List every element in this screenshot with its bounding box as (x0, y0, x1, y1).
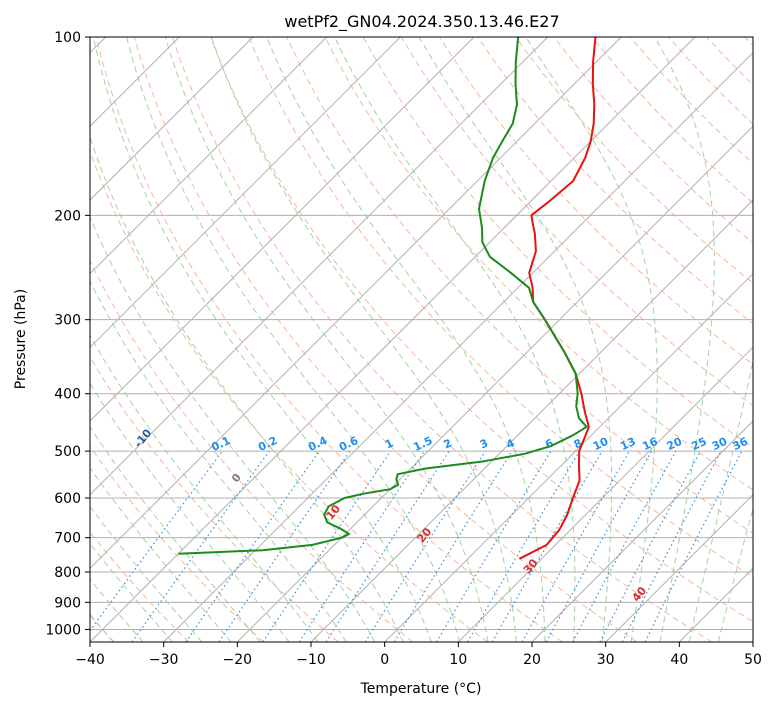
moist-adiabat-line (655, 37, 715, 642)
isotherm-line (0, 37, 327, 642)
moist-adiabat-line (93, 37, 431, 642)
isotherm-line (0, 37, 400, 642)
isotherm-line (753, 37, 775, 642)
mixing-ratio-line (645, 451, 742, 642)
dry-adiabat-line (707, 37, 775, 642)
y-tick-label: 100 (54, 30, 81, 46)
mixing-ratio-line (600, 451, 701, 642)
mixing-ratio-line (82, 451, 223, 642)
mixing-ratio-line (573, 451, 676, 642)
y-tick-label: 500 (54, 444, 81, 460)
moist-adiabat-line (419, 37, 612, 642)
dry-adiabat-line (478, 37, 775, 642)
y-tick-label: 300 (54, 313, 81, 329)
mixing-ratio-line (299, 451, 424, 642)
moist-adiabat-line (0, 37, 318, 642)
dry-adiabat-line (516, 37, 775, 642)
dry-adiabat-line (134, 37, 637, 642)
isotherm-line (458, 37, 775, 642)
dry-adiabat-line (96, 37, 562, 642)
x-tick-label: 40 (670, 652, 688, 668)
isotherm-line (237, 37, 775, 642)
dry-adiabat-line (58, 37, 488, 642)
isotherm-line (606, 37, 775, 642)
mixing-ratio-label: 30 (710, 435, 730, 453)
x-tick-label: −10 (296, 652, 326, 668)
x-tick-label: 10 (449, 652, 467, 668)
y-tick-label: 200 (54, 208, 81, 224)
mixing-ratio-label: 25 (689, 435, 708, 453)
mixing-ratio-line (263, 451, 391, 642)
x-tick-label: 30 (597, 652, 615, 668)
isotherm-line (679, 37, 775, 642)
x-tick-label: 20 (523, 652, 541, 668)
mixing-ratio-line (394, 451, 512, 642)
moist-adiabat-line (718, 37, 775, 642)
chart-title: wetPf2_GN04.2024.350.13.46.E27 (284, 12, 559, 32)
x-axis-label: Temperature (°C) (360, 681, 482, 697)
y-tick-label: 700 (54, 531, 81, 547)
moist-adiabat-line (526, 37, 658, 642)
moist-adiabat-line (39, 37, 375, 642)
moist-adiabat-line (689, 37, 775, 642)
isotherm-line (16, 37, 621, 642)
y-tick-label: 1000 (45, 622, 81, 638)
x-tick-label: 50 (744, 652, 762, 668)
x-tick-label: −30 (149, 652, 179, 668)
mixing-ratio-label: 2 (442, 436, 454, 451)
y-tick-label: 800 (54, 565, 81, 581)
isotherm-line (90, 37, 695, 642)
moist-adiabat-line (0, 37, 231, 642)
dry-adiabat-line (668, 37, 775, 642)
mixing-ratio-label: 13 (618, 435, 637, 453)
mixing-ratio-label: 36 (731, 435, 751, 453)
isotherm-line (385, 37, 775, 642)
mixing-ratio-label: 3 (478, 436, 490, 451)
x-tick-label: 0 (380, 652, 389, 668)
x-tick-label: −20 (223, 652, 253, 668)
dry-adiabat-line (0, 37, 338, 642)
mixing-ratio-label: 20 (665, 435, 685, 453)
dry-adiabat-label: 20 (415, 525, 435, 545)
grid-layer: 0.10.20.40.611.52346810131620253036-100-… (0, 20, 775, 642)
dry-adiabat-line (211, 37, 775, 642)
mixing-ratio-label: 16 (640, 435, 660, 453)
dry-adiabat-line (592, 37, 775, 642)
dry-adiabat-line (439, 37, 775, 642)
y-tick-label: 900 (54, 595, 81, 611)
dry-adiabat-line (745, 37, 775, 642)
y-axis-label: Pressure (hPa) (13, 289, 29, 389)
y-tick-label: 600 (54, 491, 81, 507)
mixing-ratio-label: 4 (504, 436, 517, 451)
mixing-ratio-line (546, 451, 651, 642)
mixing-ratio-line (326, 451, 449, 642)
mixing-ratio-label: 10 (591, 435, 611, 453)
mixing-ratio-line (132, 451, 269, 642)
y-tick-label: 400 (54, 387, 81, 403)
x-tick-label: −40 (75, 652, 105, 668)
isotherm-line (532, 37, 775, 642)
dry-adiabat-label: 30 (521, 556, 541, 576)
dry-adiabat-label: -10 (132, 426, 155, 450)
